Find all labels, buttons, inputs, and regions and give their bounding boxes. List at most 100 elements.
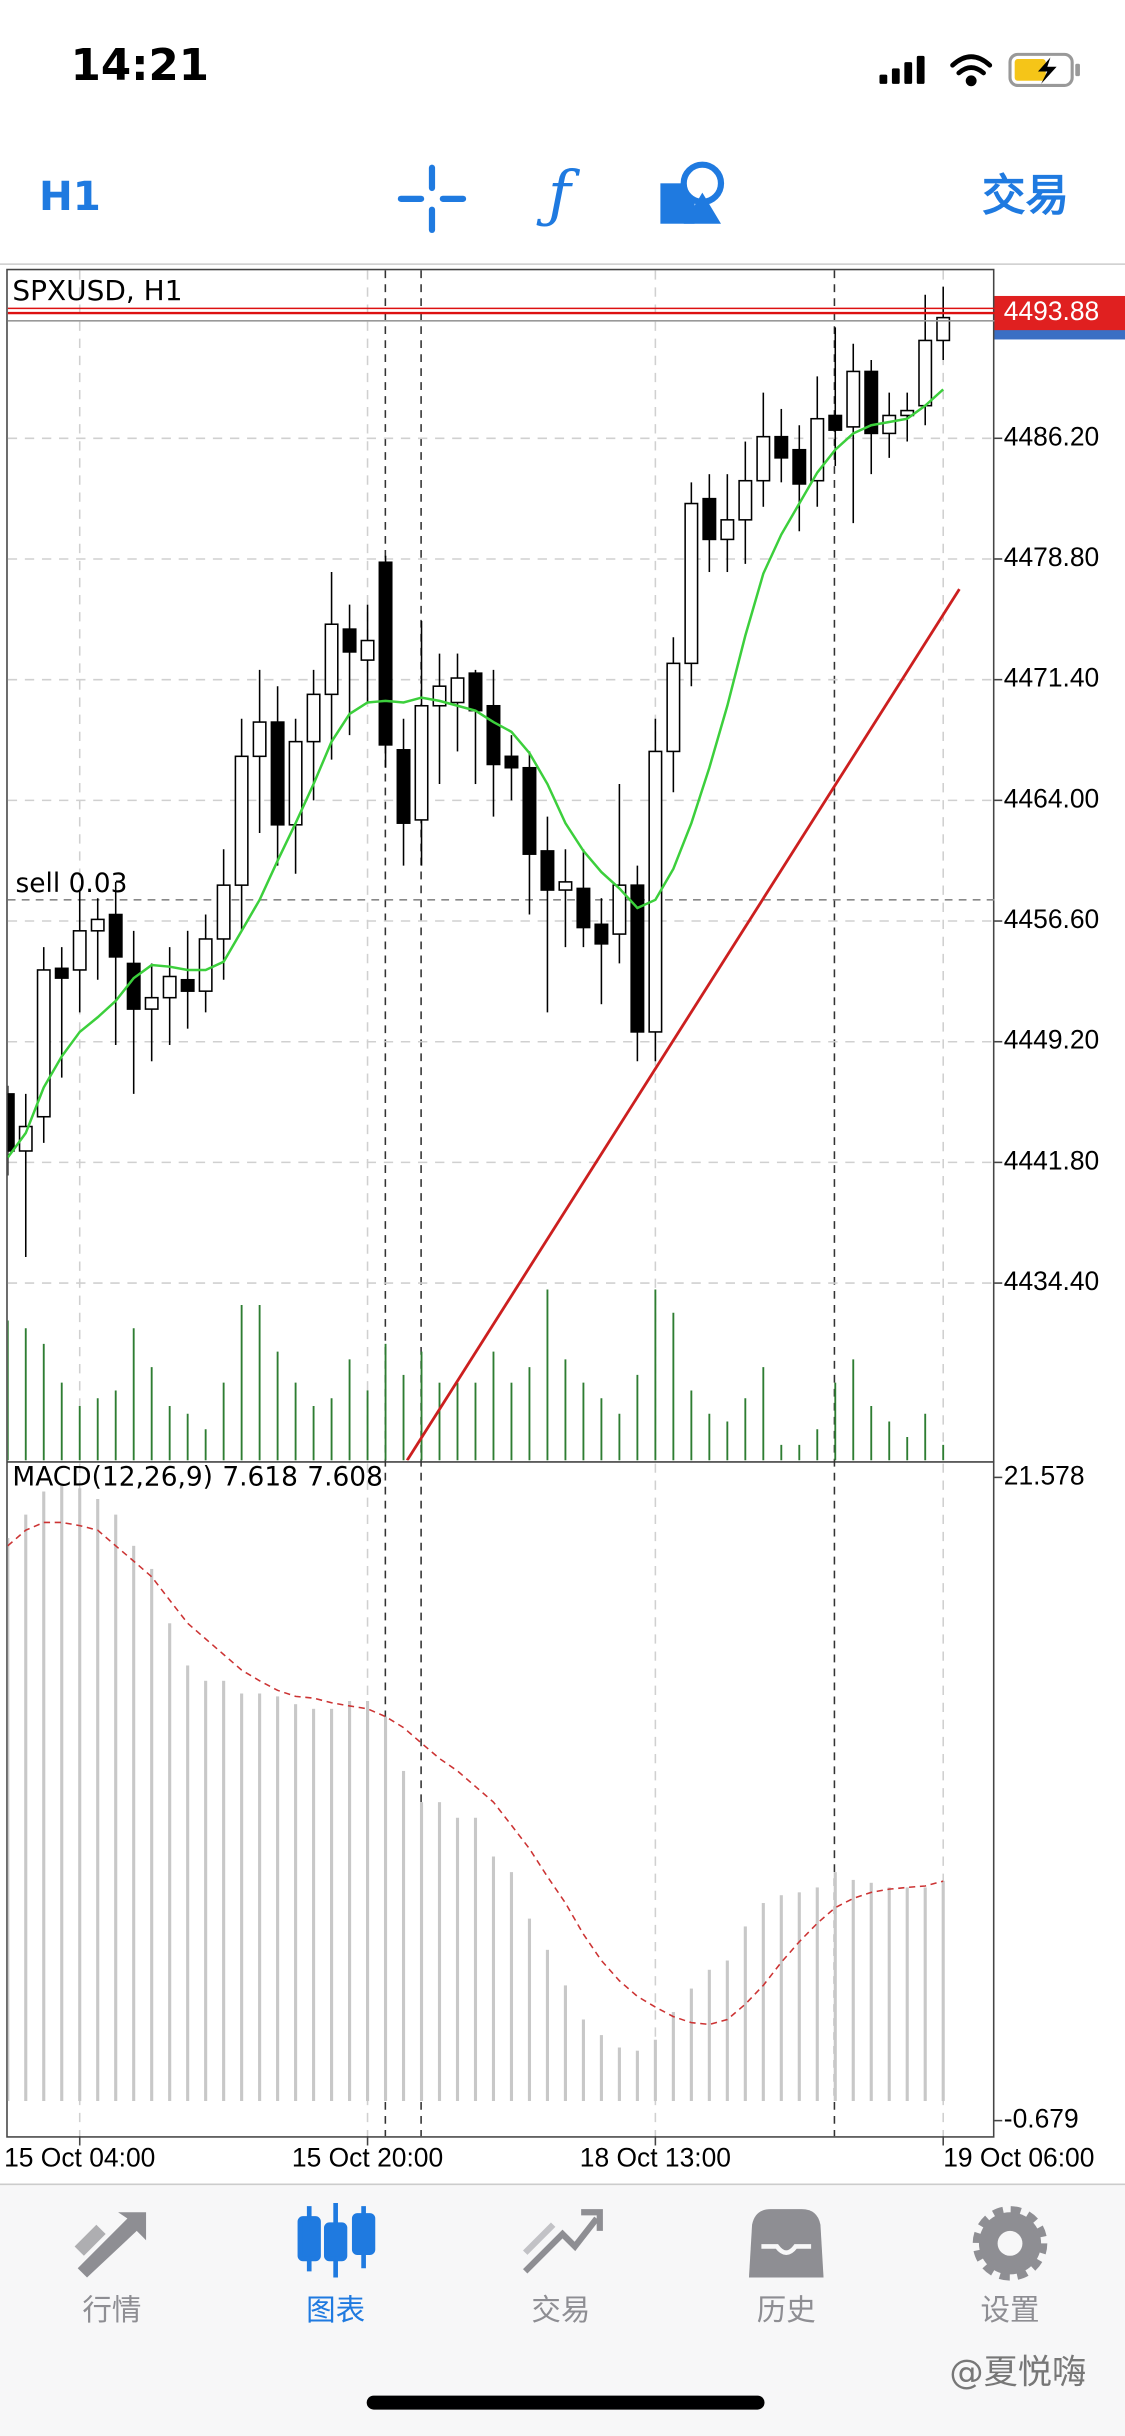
candle-body [216,884,231,940]
macd-bar [581,2019,585,2101]
candle-body [576,887,591,929]
candle-body [360,639,375,661]
macd-bar [923,1887,927,2101]
axes: 4486.20 4478.80 4471.40 4464.00 4456.60 4449.… [4,295,1125,2172]
macd-bar [150,1568,154,2101]
candle-body [828,414,843,431]
macd-bar [599,2035,603,2101]
candle-body [720,519,735,541]
macd-bar [707,1969,711,2101]
macd-bar [869,1882,873,2101]
candle-body [810,417,825,482]
settings-icon[interactable] [972,2206,1048,2281]
moving-average [7,388,945,1159]
macd-bar [815,1887,819,2101]
macd-bar [509,1872,514,2101]
macd-bar [887,1887,891,2101]
candle-body [522,766,537,855]
macd-pane [7,1463,945,2137]
watermark: @夏悦嗨 [949,2352,1086,2392]
crosshair-button[interactable] [397,164,467,234]
macd-bar [204,1680,208,2101]
macd-bar [725,1960,729,2101]
macd-bar [905,1887,909,2101]
y-tick-label: 4486.20 [1004,421,1099,451]
y-tick-label: 4464.00 [1004,783,1099,813]
candle-body [108,913,123,958]
trade-button[interactable]: 交易 [982,171,1069,221]
macd-bar [851,1879,855,2101]
candle-body [54,967,69,979]
tab-label[interactable]: 行情 [82,2293,141,2327]
history-icon[interactable] [748,2209,824,2278]
signal-icon [879,55,925,84]
trade-icon[interactable] [523,2209,603,2274]
x-tick-label: 18 Oct 13:00 [580,2142,731,2172]
macd-bar [635,2050,639,2101]
candle-body [486,704,501,766]
macd-bar [96,1499,100,2101]
indicators-button[interactable]: ƒ [536,157,581,230]
y-tick-label: 4471.40 [1004,663,1099,693]
price-pane [7,270,995,1461]
tab-label[interactable]: 交易 [531,2293,590,2327]
x-tick-label: 15 Oct 04:00 [4,2142,155,2172]
candle-body [666,662,681,753]
candle-body [468,672,483,712]
tab-label[interactable]: 图表 [306,2293,365,2327]
y-tick-label: -0.679 [1004,2104,1079,2134]
tab-label[interactable]: 历史 [757,2293,816,2327]
status-time: 14:21 [71,41,209,91]
macd-bar [401,1770,406,2101]
x-tick-label: 19 Oct 06:00 [943,2142,1094,2172]
candle-body [882,414,897,435]
price-tag [994,295,1125,331]
macd-bar [437,1802,442,2101]
macd-bar [365,1701,370,2101]
macd-bar [671,2011,675,2101]
candle-body [558,881,573,891]
macd-bar [527,1918,532,2101]
macd-bar [294,1704,298,2101]
macd-bar [779,1895,783,2101]
candle-body [342,628,357,653]
candle-body [72,930,87,971]
price-tag-label: 4493.88 [1004,296,1099,326]
candle-body [684,502,699,665]
macd-value: 7.618 [222,1461,298,1492]
candle-body [306,693,321,743]
macd-bar [383,1716,388,2101]
macd-bar [797,1892,801,2101]
tab-label[interactable]: 设置 [980,2293,1039,2327]
chart-icon[interactable] [297,2202,376,2278]
home-indicator [366,2395,765,2410]
candle-body [144,996,159,1010]
candle-body [450,677,465,704]
chart-frame [6,268,995,2138]
y-tick-label: 4456.60 [1004,904,1099,934]
macd-bar [419,1802,424,2101]
timeframe-button[interactable]: H1 [39,173,101,220]
macd-name: MACD(12,26,9) [12,1461,213,1492]
macd-bar [348,1701,352,2101]
macd-bar [78,1488,82,2101]
y-tick-label: 4441.80 [1004,1145,1099,1175]
candle-body [774,435,789,459]
candle-body [738,479,753,521]
objects-button[interactable] [660,161,725,224]
macd-bar [689,1988,693,2101]
tab-labels: 行情 图表 交易 历史 设置 [82,2293,1039,2327]
candle-body [270,721,285,826]
candle-body [18,1125,33,1152]
candle-body [630,884,645,1033]
y-tick-label: 21.578 [1004,1460,1085,1490]
y-tick-label: 4449.20 [1004,1025,1099,1055]
candle-body [126,962,141,1010]
order-label: sell 0.03 [16,868,128,899]
y-tick-label: 4434.40 [1004,1266,1099,1296]
quotes-icon[interactable] [74,2212,147,2278]
macd-bar [653,2039,657,2101]
macd-bar [941,1880,945,2101]
candle-body [414,704,429,821]
